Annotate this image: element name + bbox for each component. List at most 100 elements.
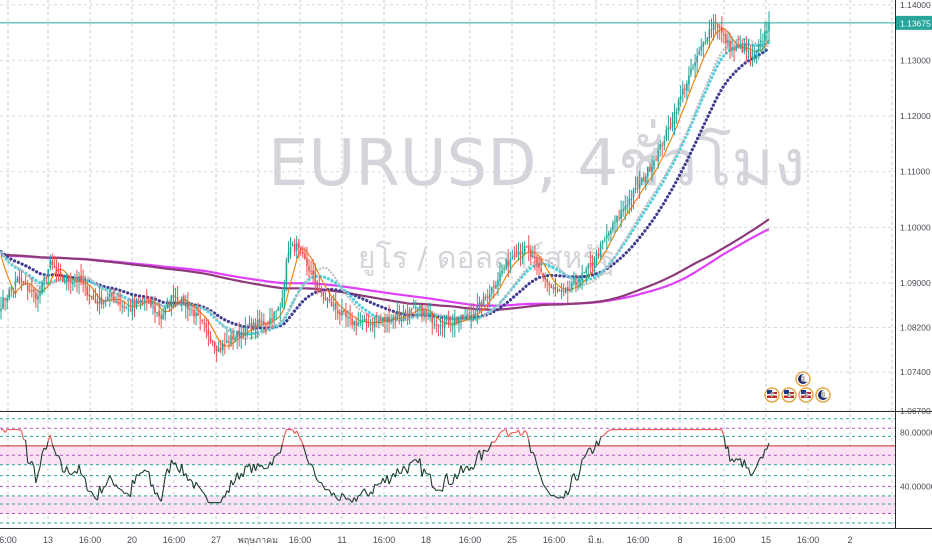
candle-up-body — [373, 320, 376, 328]
event-count-label: 7 — [770, 392, 775, 400]
rsi-segment — [70, 472, 74, 476]
rsi-segment — [236, 472, 240, 480]
time-axis[interactable]: 6:00 13 16:00 20 16:00 27 พฤษภาคม 16:00 11 16:00 1… — [0, 535, 853, 545]
candle-up-body — [248, 323, 251, 326]
candle-down-body — [661, 145, 663, 147]
rsi-segment — [343, 494, 347, 500]
candle-up-body — [482, 297, 485, 307]
us-flag-event-icon[interactable]: 7 — [764, 387, 780, 403]
candle-down-body — [527, 245, 530, 251]
rsi-segment — [312, 466, 316, 476]
rsi-segment — [275, 452, 279, 456]
candle-down-body — [542, 273, 544, 277]
candle-up-body — [706, 37, 709, 42]
candle-down-body — [160, 315, 162, 319]
candle-up-body — [222, 343, 224, 350]
candle-up-body — [688, 75, 690, 85]
candle-up-body — [65, 277, 68, 283]
candle-up-body — [610, 230, 612, 234]
candle-up-body — [412, 307, 415, 309]
candle-up-body — [577, 285, 579, 287]
candle-down-body — [318, 288, 321, 291]
rsi-segment — [96, 485, 101, 501]
candle-down-body — [203, 322, 206, 324]
us-flag-event-icon[interactable]: 4 — [781, 387, 797, 403]
candle-down-body — [376, 320, 378, 322]
rsi-segment — [563, 490, 567, 499]
candle-up-body — [37, 295, 39, 300]
candle-up-body — [727, 40, 729, 44]
rsi-segment — [185, 473, 189, 481]
candle-up-body — [341, 310, 343, 316]
rsi-segment — [329, 490, 333, 496]
rsi-segment — [581, 457, 585, 460]
rsi-segment — [136, 474, 139, 477]
candle-up-body — [608, 232, 610, 236]
candle-down-body — [302, 251, 304, 254]
candle-down-body — [254, 323, 257, 328]
rsi-segment — [380, 477, 384, 484]
candle-up-body — [603, 239, 606, 241]
event-count-label: 2 — [801, 376, 806, 384]
rsi-segment — [400, 465, 405, 474]
rsi-segment — [374, 483, 378, 486]
candle-up-body — [78, 276, 80, 283]
candle-up-body — [353, 320, 355, 326]
candle-up-body — [189, 308, 191, 310]
flag-stripe-white — [784, 394, 794, 396]
rsi-segment — [491, 441, 495, 444]
candle-down-body — [111, 292, 113, 297]
candle-up-body — [626, 205, 629, 207]
candle-down-body — [250, 323, 253, 331]
price-tick-label: 1.06700 — [900, 406, 931, 416]
rsi-segment — [436, 489, 439, 492]
moon-event-icon[interactable]: 2 — [795, 371, 811, 387]
candle-up-body — [63, 281, 66, 283]
rsi-segment — [203, 493, 207, 498]
candle-down-body — [636, 188, 639, 190]
rsi-segment — [20, 431, 25, 440]
rsi-segment — [39, 453, 43, 468]
candle-up-body — [109, 293, 111, 298]
candle-down-body — [546, 279, 548, 283]
candle-up-body — [679, 95, 682, 100]
rsi-segment — [302, 444, 306, 452]
rsi-segment — [205, 497, 209, 503]
rsi-segment — [409, 461, 412, 464]
watermark-subtitle: ยูโร / ดอลลาร์สหรัฐ — [358, 240, 615, 276]
rsi-segment — [376, 483, 380, 486]
candle-down-body — [59, 271, 62, 274]
candle-up-body — [47, 269, 49, 278]
flag-stripe-white — [801, 394, 811, 396]
candle-down-body — [211, 340, 214, 343]
rsi-segment — [345, 498, 349, 500]
candle-down-body — [575, 281, 577, 286]
candle-up-body — [230, 335, 232, 345]
candle-up-body — [478, 302, 481, 307]
economic-events[interactable]: 7 4 3 2 3 — [764, 371, 831, 403]
rsi-segment — [66, 466, 70, 473]
rsi-segment — [583, 453, 587, 459]
rsi-segment — [109, 475, 113, 480]
rsi-upper-band — [0, 445, 895, 465]
candle-up-body — [386, 316, 388, 322]
candle-up-body — [651, 166, 653, 172]
candle-down-body — [550, 285, 553, 288]
candle-up-body — [102, 300, 105, 304]
candle-down-body — [349, 316, 351, 319]
time-tick-label: มิ.ย. — [588, 535, 604, 545]
rsi-segment — [567, 489, 571, 496]
candle-up-body — [98, 297, 101, 304]
candle-down-body — [232, 335, 234, 340]
watermark-title: EURUSD, 4ชั่วโมง — [268, 119, 805, 201]
candle-down-body — [271, 318, 273, 321]
price-axis[interactable]: 1.14000 1.13000 1.12000 1.11000 1.10000 1.090… — [900, 0, 932, 491]
rsi-segment — [359, 491, 363, 496]
moon-event-icon[interactable]: 3 — [815, 387, 831, 403]
candle-up-body — [532, 256, 534, 258]
us-flag-event-icon[interactable]: 3 — [798, 387, 814, 403]
candle-up-body — [751, 56, 754, 58]
candle-down-body — [733, 49, 735, 50]
candle-down-body — [154, 305, 156, 313]
